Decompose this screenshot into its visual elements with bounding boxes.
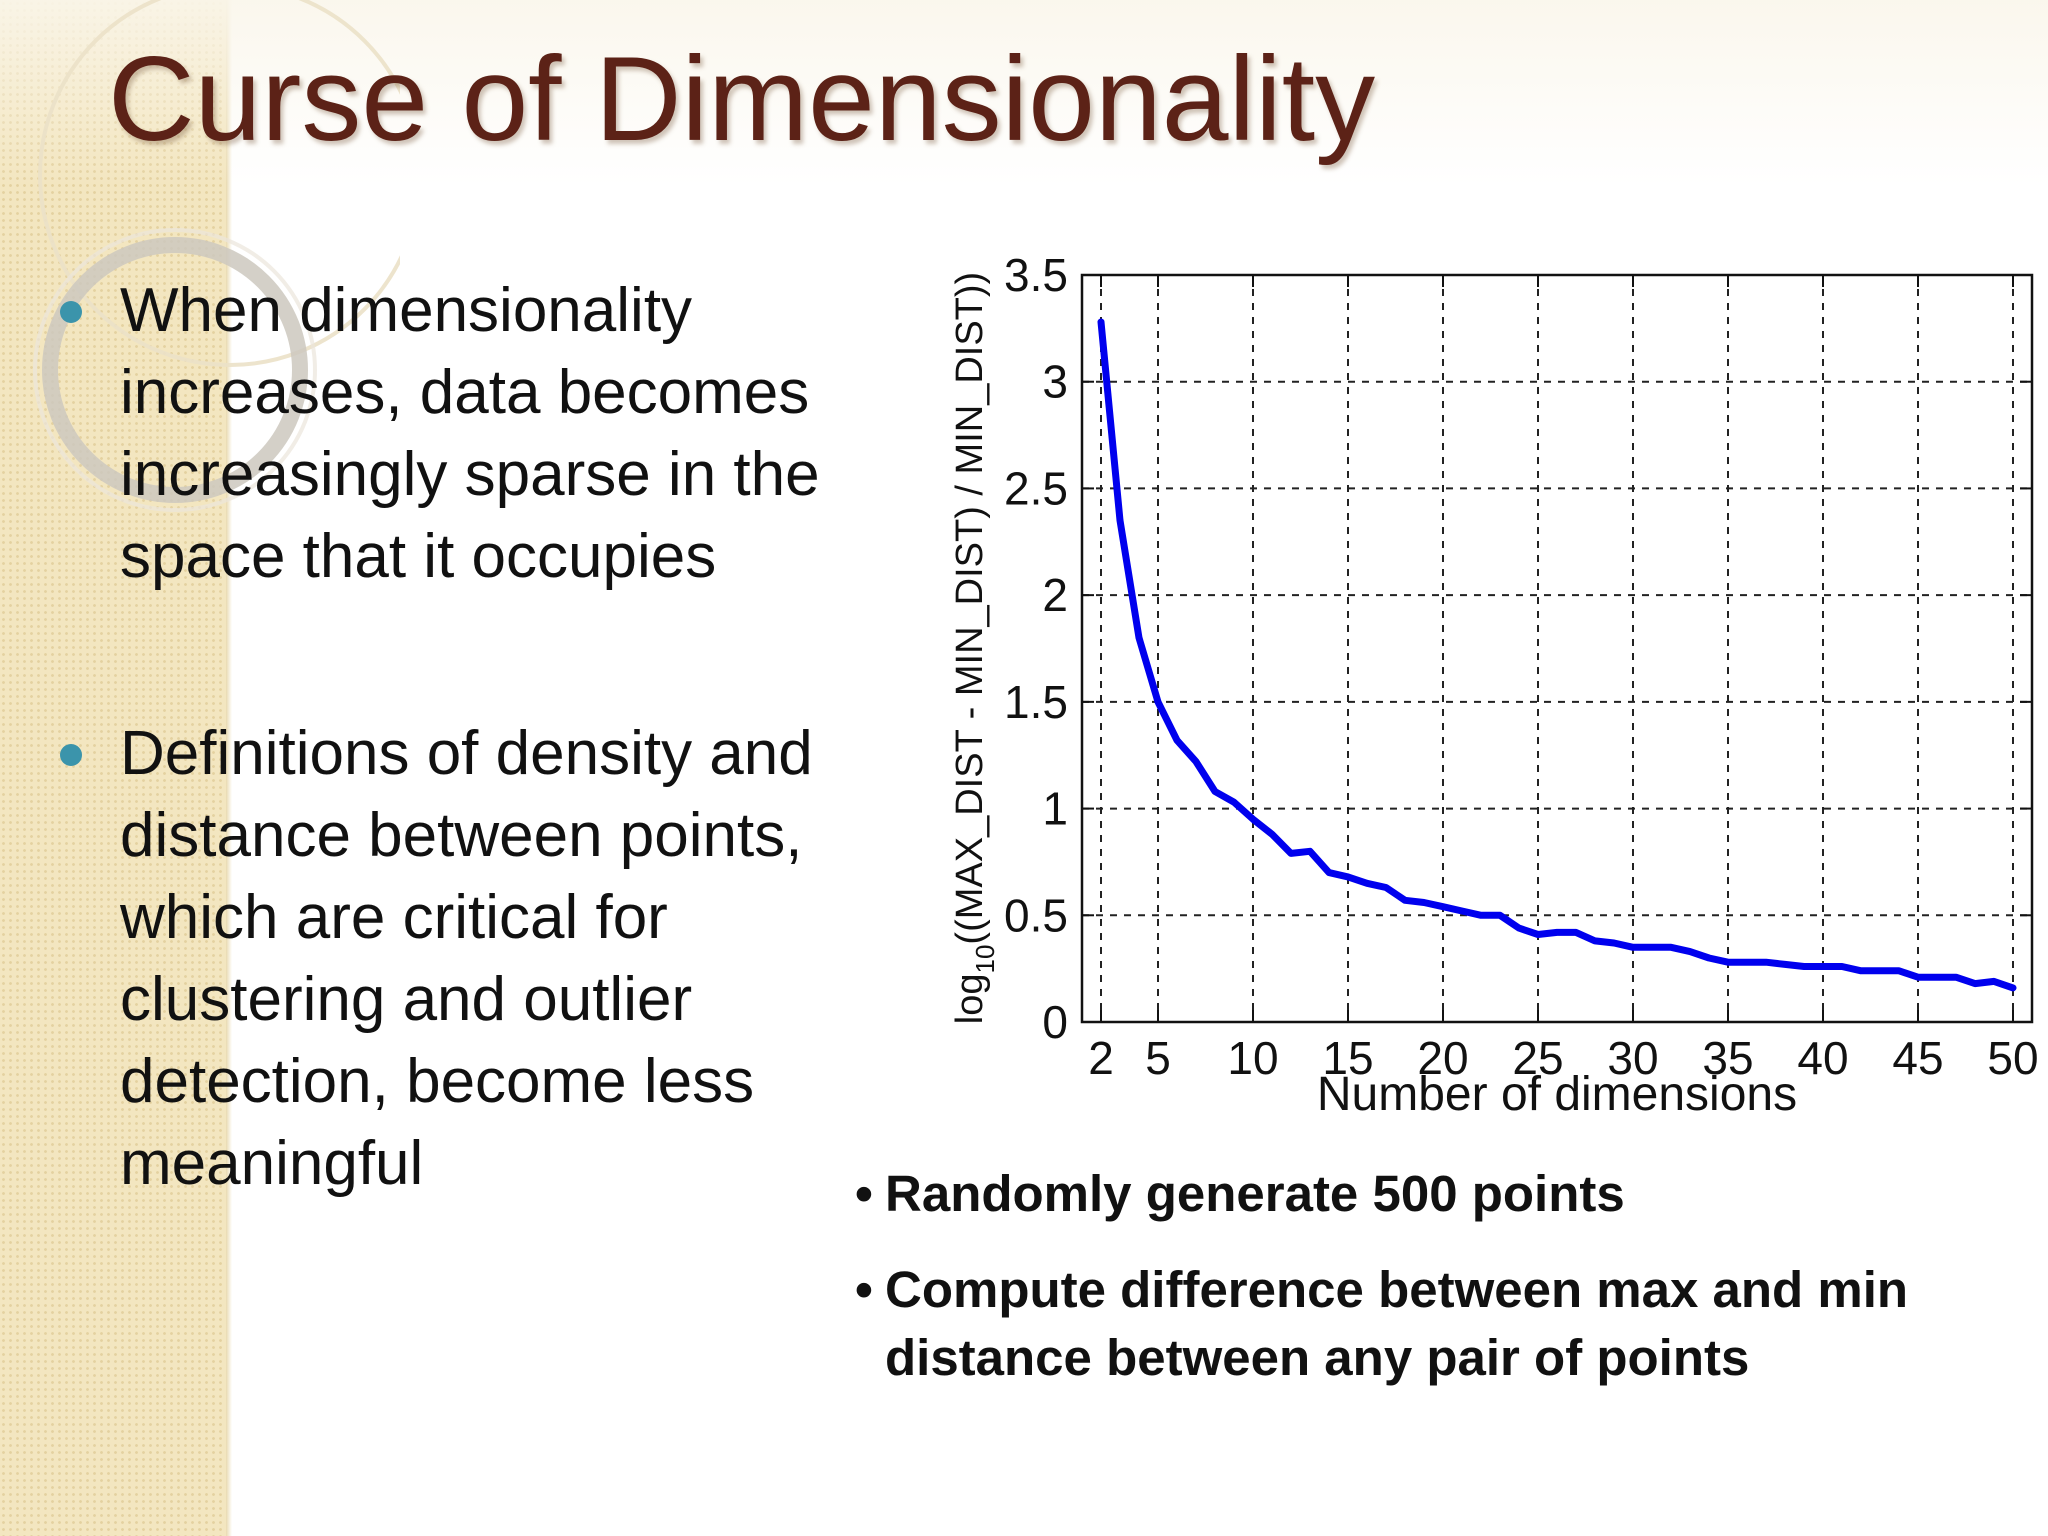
y-tick-label: 2.5	[1004, 462, 1068, 514]
y-tick-label: 2	[1042, 569, 1068, 621]
notes-list: • Randomly generate 500 points • Compute…	[855, 1160, 2005, 1420]
note-text: Compute difference between max and min d…	[885, 1261, 1909, 1386]
decorative-rings	[33, 0, 400, 512]
x-tick-label: 30	[1607, 1032, 1658, 1084]
x-tick-label: 25	[1512, 1032, 1563, 1084]
x-tick-label: 2	[1088, 1032, 1114, 1084]
y-tick-label: 1.5	[1004, 676, 1068, 728]
y-tick-label: 3.5	[1004, 249, 1068, 301]
y-tick-label: 1	[1042, 783, 1068, 835]
x-tick-label: 10	[1227, 1032, 1278, 1084]
x-tick-label: 50	[1987, 1032, 2038, 1084]
x-tick-label: 35	[1702, 1032, 1753, 1084]
slide-title: Curse of Dimensionality	[108, 32, 1376, 166]
note-bullet: •	[855, 1165, 873, 1222]
chart-grid	[1082, 274, 2032, 1023]
x-tick-label: 20	[1417, 1032, 1468, 1084]
x-tick-label: 5	[1145, 1032, 1171, 1084]
x-axis-label: Number of dimensions	[1317, 1068, 1797, 1121]
bullet-item: Definitions of density and distance betw…	[120, 719, 813, 1198]
x-tick-label: 40	[1797, 1032, 1848, 1084]
bullet-dot-icon	[60, 744, 82, 766]
x-tick-label: 15	[1322, 1032, 1373, 1084]
left-band-edge	[226, 0, 232, 1536]
x-tick-label: 45	[1892, 1032, 1943, 1084]
bullet-dot-icon	[60, 301, 82, 323]
y-tick-label: 3	[1042, 356, 1068, 408]
note-bullet: •	[855, 1261, 873, 1318]
chart-series	[1097, 318, 2017, 992]
plot-frame	[1080, 273, 2034, 1024]
note-text: Randomly generate 500 points	[885, 1165, 1625, 1222]
series-line	[1097, 318, 2017, 992]
y-axis-label: log10((MAX_DIST - MIN_DIST) / MIN_DIST))	[949, 272, 1000, 1024]
bullet-item: When dimensionality increases, data beco…	[120, 276, 820, 591]
note-item: • Compute difference between max and min…	[855, 1256, 2005, 1392]
chart-axes	[1080, 273, 2034, 1024]
title-background	[0, 0, 2048, 185]
y-tick-label: 0	[1042, 996, 1068, 1048]
note-item: • Randomly generate 500 points	[855, 1160, 2005, 1228]
y-tick-label: 0.5	[1004, 889, 1068, 941]
